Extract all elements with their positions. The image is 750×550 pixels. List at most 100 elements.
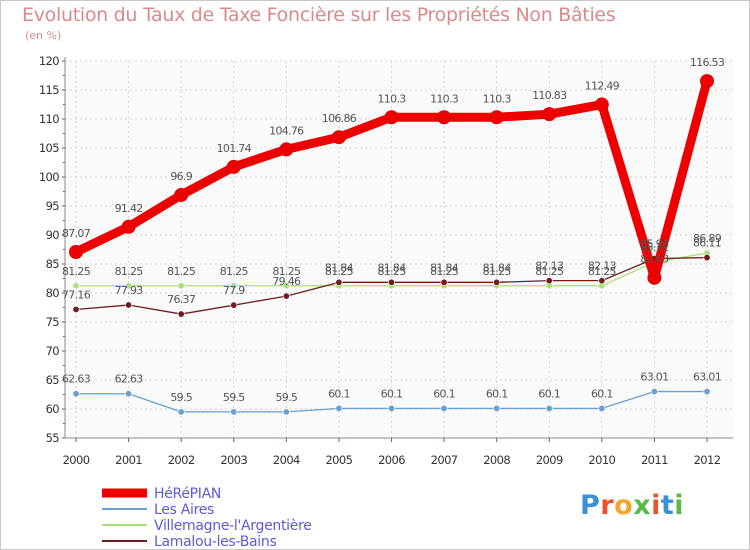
data-point [437, 110, 452, 125]
data-point [125, 282, 133, 290]
data-point [493, 278, 501, 286]
data-label: 81.25 [378, 265, 407, 278]
data-point [226, 159, 241, 174]
data-point [387, 404, 395, 412]
data-label: 101.74 [217, 142, 252, 155]
data-label: 77.16 [62, 288, 91, 301]
x-tick-label: 2009 [536, 453, 563, 467]
data-point [598, 277, 606, 285]
data-label: 82.63 [640, 253, 669, 266]
logo-letter: x [633, 490, 652, 521]
data-label: 59.5 [170, 391, 192, 404]
data-label: 81.25 [115, 265, 144, 278]
x-tick-label: 2007 [431, 453, 458, 467]
data-label: 81.25 [535, 265, 564, 278]
x-tick-label: 2010 [588, 453, 615, 467]
data-point [542, 107, 557, 122]
data-point [493, 404, 501, 412]
data-label: 91.42 [115, 202, 143, 215]
data-label: 81.84 [483, 261, 512, 274]
data-label: 110.83 [532, 89, 567, 102]
data-label: 62.63 [62, 373, 91, 386]
y-tick-label: 100 [39, 170, 59, 184]
y-tick-label: 65 [46, 373, 60, 387]
data-label: 81.25 [588, 265, 617, 278]
x-tick-label: 2004 [273, 453, 300, 467]
data-point [335, 278, 343, 286]
data-label: 81.25 [220, 265, 249, 278]
data-point [700, 74, 714, 89]
data-point [384, 110, 399, 125]
y-tick-label: 60 [46, 402, 60, 416]
data-label: 82.13 [535, 260, 564, 273]
data-label: 96.9 [170, 170, 192, 183]
data-point [72, 305, 80, 313]
data-label: 110.3 [378, 92, 407, 105]
data-label: 81.25 [430, 265, 459, 278]
y-tick-label: 80 [46, 286, 60, 300]
chart-unit-label: (en %) [25, 29, 62, 42]
data-label: 79.46 [272, 275, 301, 288]
data-label: 59.5 [223, 391, 245, 404]
chart-title: Evolution du Taux de Taxe Foncière sur l… [22, 4, 616, 26]
data-label: 87.07 [62, 227, 91, 240]
series-lines [69, 74, 714, 416]
data-point [545, 277, 553, 285]
data-point [177, 408, 185, 416]
data-label: 81.25 [167, 265, 196, 278]
data-label: 60.1 [538, 387, 560, 400]
data-label: 62.63 [115, 373, 144, 386]
data-label: 81.25 [62, 265, 91, 278]
data-label: 60.1 [591, 387, 613, 400]
data-label: 81.84 [378, 261, 407, 274]
proxiti-logo: Proxiti [580, 490, 684, 521]
data-point [282, 408, 290, 416]
data-point [594, 97, 609, 112]
data-label: 85.93 [640, 238, 669, 251]
logo-letter: o [614, 490, 634, 521]
y-tick-label: 70 [46, 344, 60, 358]
plot-area [65, 61, 733, 438]
data-point [121, 219, 136, 234]
x-tick-label: 2012 [694, 453, 721, 467]
y-tick-label: 85 [46, 257, 60, 271]
data-point [279, 142, 294, 157]
data-point [489, 110, 504, 125]
data-point [440, 404, 448, 412]
data-point [703, 388, 711, 396]
data-label: 112.49 [585, 80, 620, 93]
data-label: 110.3 [430, 92, 459, 105]
data-point [387, 278, 395, 286]
data-point [335, 404, 343, 412]
data-point [703, 254, 711, 262]
data-label: 77.93 [115, 284, 144, 297]
data-label: 60.1 [433, 387, 455, 400]
data-label: 85.31 [640, 241, 668, 254]
y-tick-label: 55 [46, 431, 60, 445]
data-point [282, 292, 290, 300]
data-point [440, 278, 448, 286]
logo-letter: P [580, 490, 601, 521]
data-point [177, 282, 185, 290]
y-tick-label: 120 [39, 54, 59, 68]
x-tick-label: 2003 [220, 453, 247, 467]
data-point [72, 282, 80, 290]
x-tick-label: 2008 [483, 453, 510, 467]
legend-label: HéRéPIAN [154, 486, 221, 502]
data-point [282, 282, 290, 290]
data-label: 82.13 [588, 260, 617, 273]
x-tick-label: 2002 [168, 453, 195, 467]
data-label: 104.76 [269, 124, 304, 137]
data-label: 116.53 [690, 56, 725, 69]
logo-letter: i [674, 490, 685, 521]
data-labels: 87.07 91.42 96.9 101.74 104.76 106.86 110.3 110… [62, 56, 726, 404]
y-tick-label: 105 [39, 141, 59, 155]
data-point [545, 404, 553, 412]
data-label: 60.1 [486, 387, 508, 400]
logo-letter: i [651, 490, 661, 521]
data-point [230, 301, 238, 309]
y-tick-label: 115 [39, 83, 59, 97]
data-point [72, 390, 80, 398]
data-label: 76.37 [167, 293, 196, 306]
